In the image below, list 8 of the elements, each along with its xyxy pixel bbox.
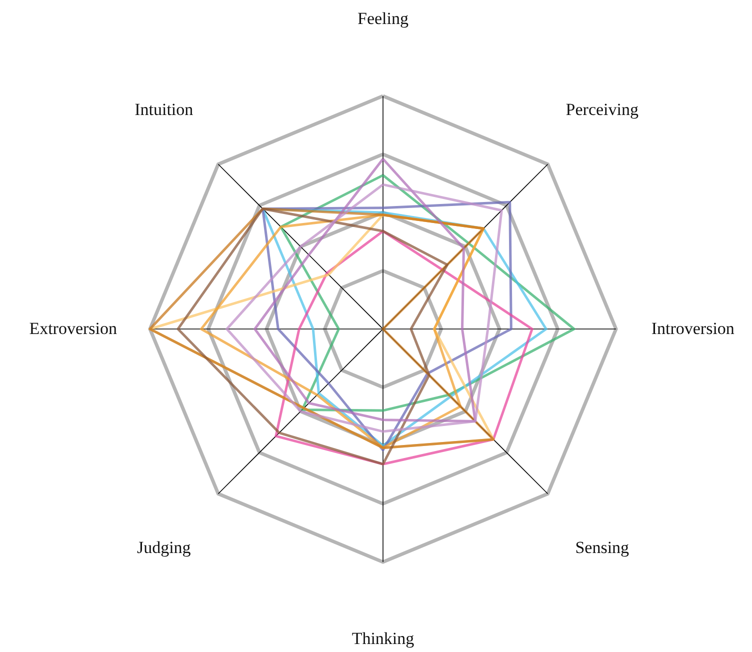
spoke-label: Judging [136,538,192,558]
spoke-label: Perceiving [566,100,639,119]
spoke-label: Intuition [134,100,194,119]
spoke-label: Feeling [358,9,409,28]
spoke-label: Extroversion [29,319,118,338]
spoke-label: Introversion [651,319,735,338]
spoke-label: Sensing [575,538,630,558]
spoke-label: Thinking [352,628,415,648]
